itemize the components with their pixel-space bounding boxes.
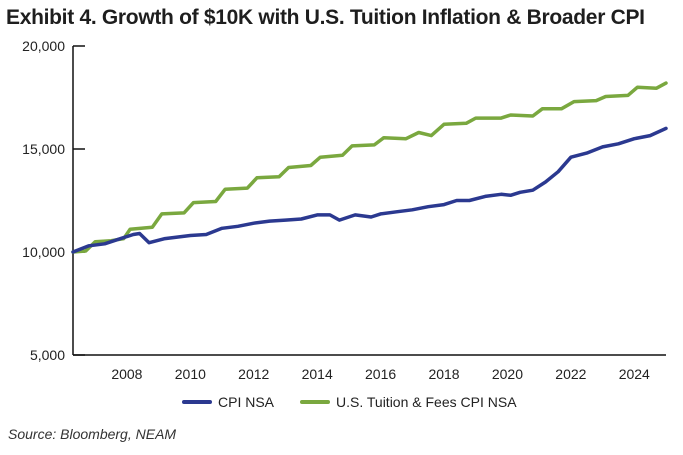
y-tick-label: 10,000	[22, 244, 65, 260]
chart-title: Exhibit 4. Growth of $10K with U.S. Tuit…	[6, 6, 645, 29]
x-tick-label: 2022	[555, 366, 586, 382]
legend-swatch-cpi	[182, 400, 212, 404]
legend-item-tuition: U.S. Tuition & Fees CPI NSA	[300, 394, 517, 410]
series-line-1	[71, 81, 668, 254]
x-tick-label: 2020	[492, 366, 523, 382]
source-note: Source: Bloomberg, NEAM	[8, 426, 177, 442]
legend-item-cpi: CPI NSA	[182, 394, 274, 410]
x-tick-label: 2018	[428, 366, 459, 382]
legend-label-cpi: CPI NSA	[218, 394, 275, 410]
y-tick-label: 15,000	[22, 141, 65, 157]
y-tick-label: 20,000	[22, 38, 65, 54]
x-tick-label: 2010	[175, 366, 206, 382]
legend-label-tuition: U.S. Tuition & Fees CPI NSA	[336, 394, 517, 410]
x-tick-label: 2012	[238, 366, 269, 382]
x-tick-label: 2016	[365, 366, 396, 382]
x-tick-label: 2024	[619, 366, 650, 382]
series-line-0	[71, 126, 668, 254]
x-tick-label: 2008	[111, 366, 142, 382]
x-tick-label: 2014	[302, 366, 333, 382]
legend: CPI NSA U.S. Tuition & Fees CPI NSA	[182, 394, 517, 410]
legend-swatch-tuition	[300, 400, 331, 404]
y-tick-label: 5,000	[30, 347, 65, 363]
